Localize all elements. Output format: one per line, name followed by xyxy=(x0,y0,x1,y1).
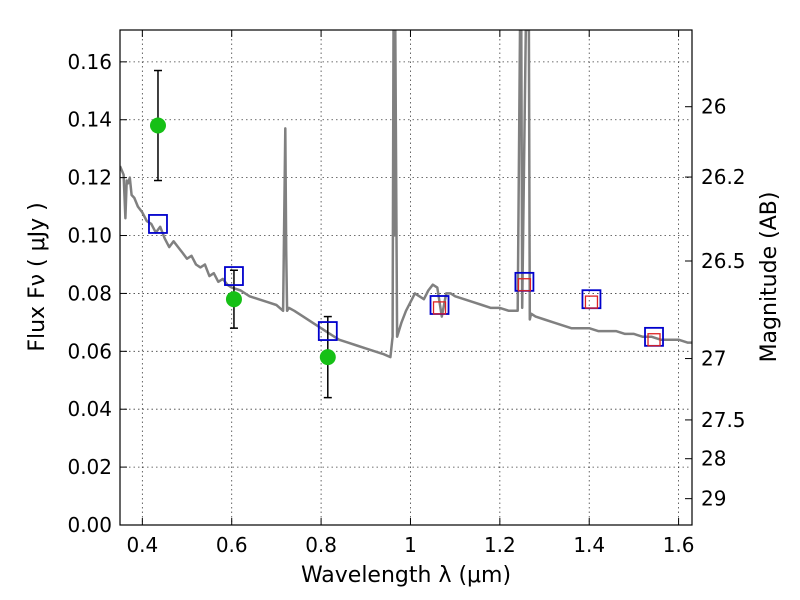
y-tick-label: 0.10 xyxy=(67,224,112,248)
y-tick-label: 0.12 xyxy=(67,166,112,190)
y2-axis-label: Magnitude (AB) xyxy=(757,192,782,363)
observed-point xyxy=(225,291,242,308)
magnitude-tick-label: 26.5 xyxy=(701,249,746,273)
ticks: 0.4 0.6 0.8 1 1.2 1.4 1.6 0.00 0.02 0.04 0.06 0.08 0… xyxy=(67,30,746,557)
sed-line xyxy=(120,30,692,359)
model-point-red-square xyxy=(517,278,532,292)
y-tick-label: 0.14 xyxy=(67,108,112,132)
y-tick-label: 0.08 xyxy=(67,281,112,305)
x-tick-label: 1 xyxy=(404,533,417,557)
y-tick-label: 0.06 xyxy=(67,339,112,363)
y-tick-label: 0.16 xyxy=(67,50,112,74)
x-tick-label: 1.4 xyxy=(573,533,605,557)
model-point-red-square xyxy=(647,333,661,347)
plot-frame xyxy=(119,29,693,526)
y-tick-label: 0.00 xyxy=(67,513,112,537)
model-point-red-square xyxy=(432,301,447,315)
model-point-blue-square xyxy=(148,214,168,234)
y-axis-label: Flux Fν ( μJy ) xyxy=(25,202,50,351)
y-tick-label: 0.04 xyxy=(67,397,112,421)
y-tick-label: 0.02 xyxy=(67,455,112,479)
x-axis-label: Wavelength λ (μm) xyxy=(301,563,511,588)
magnitude-tick-label: 28 xyxy=(701,447,726,471)
x-tick-label: 1.6 xyxy=(663,533,695,557)
grid xyxy=(120,30,692,526)
x-tick-label: 0.8 xyxy=(305,533,337,557)
magnitude-tick-label: 27 xyxy=(701,347,726,371)
magnitude-tick-label: 26.2 xyxy=(701,165,746,189)
model-point-red-square xyxy=(584,295,599,309)
magnitude-tick-label: 26 xyxy=(701,95,726,119)
x-tick-label: 0.6 xyxy=(216,533,248,557)
magnitude-tick-label: 29 xyxy=(701,487,726,511)
x-tick-label: 1.2 xyxy=(484,533,516,557)
x-tick-label: 0.4 xyxy=(126,533,158,557)
observed-point xyxy=(319,349,336,366)
model-point-blue-square xyxy=(224,266,244,286)
model-point-blue-square xyxy=(317,321,338,341)
magnitude-tick-label: 27.5 xyxy=(701,408,746,432)
observed-point xyxy=(149,117,166,134)
plot-area xyxy=(120,30,692,399)
